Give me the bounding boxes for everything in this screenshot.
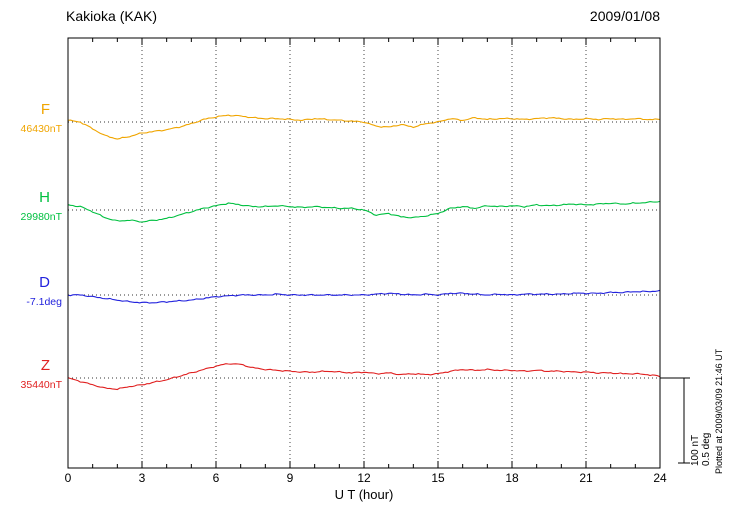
x-axis-label: U T (hour) bbox=[334, 487, 394, 502]
x-tick-label: 3 bbox=[138, 471, 146, 485]
x-tick-label: 0 bbox=[64, 471, 72, 485]
component-label-D: D bbox=[39, 274, 50, 291]
x-tick-label: 12 bbox=[357, 471, 371, 485]
component-baseline-value-F: 46430nT bbox=[20, 123, 62, 135]
x-tick-label: 24 bbox=[653, 471, 667, 485]
trace-H bbox=[67, 200, 661, 223]
component-baseline-value-D: -7.1deg bbox=[26, 296, 62, 308]
x-tick-label: 15 bbox=[431, 471, 445, 485]
trace-F bbox=[67, 114, 661, 140]
plot-frame bbox=[67, 37, 661, 469]
component-baseline-value-H: 29980nT bbox=[20, 211, 62, 223]
component-label-Z: Z bbox=[40, 357, 50, 374]
scale-label-nt: 100 nT bbox=[690, 434, 701, 466]
scale-bar-labels: 100 nT 0.5 deg bbox=[690, 378, 712, 466]
x-tick-label: 6 bbox=[212, 471, 220, 485]
component-label-F: F bbox=[40, 101, 50, 118]
plotted-at-note: Plotted at 2009/03/09 21:46 UT bbox=[714, 348, 724, 474]
x-tick-label: 21 bbox=[579, 471, 593, 485]
observation-date: 2009/01/08 bbox=[589, 8, 660, 24]
trace-Z bbox=[67, 363, 661, 391]
component-label-H: H bbox=[39, 189, 50, 206]
x-tick-label: 9 bbox=[286, 471, 294, 485]
scale-label-deg: 0.5 deg bbox=[701, 432, 712, 466]
station-title: Kakioka (KAK) bbox=[66, 8, 158, 24]
trace-D bbox=[67, 289, 661, 304]
x-tick-label: 18 bbox=[505, 471, 519, 485]
component-baseline-value-Z: 35440nT bbox=[20, 379, 62, 391]
